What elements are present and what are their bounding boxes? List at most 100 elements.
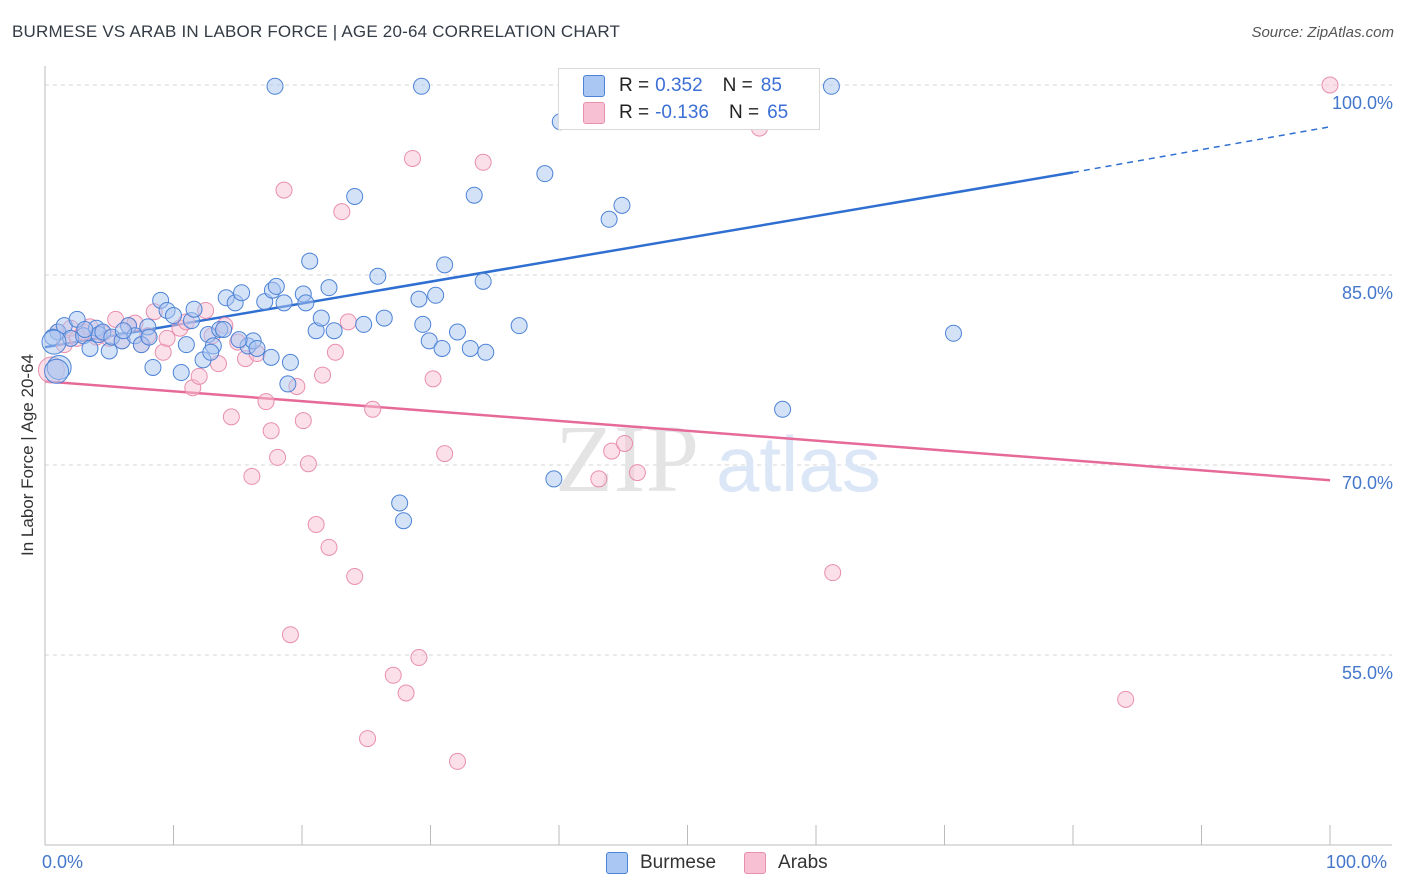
arab-point	[339, 313, 357, 331]
burmese-point	[375, 309, 393, 327]
arab-point	[333, 203, 351, 221]
burmese-point	[474, 272, 492, 290]
burmese-point	[427, 286, 445, 304]
arab-point	[275, 181, 293, 199]
legend-label-arabs: Arabs	[778, 852, 828, 873]
arab-point	[628, 464, 646, 482]
burmese-swatch	[583, 75, 605, 97]
arab-point	[359, 730, 377, 748]
burmese-point	[233, 284, 251, 302]
burmese-point	[297, 294, 315, 312]
legend-label-burmese: Burmese	[640, 852, 717, 873]
legend-item-arabs[interactable]: Arabs	[744, 852, 828, 874]
legend-r-value: 0.352	[655, 75, 703, 96]
burmese-point	[355, 315, 373, 333]
burmese-point	[477, 343, 495, 361]
burmese-point	[262, 348, 280, 366]
arab-point	[307, 516, 325, 534]
arab-swatch	[744, 852, 767, 874]
chart-title: BURMESE VS ARAB IN LABOR FORCE | AGE 20-…	[12, 22, 621, 41]
arab-point	[314, 366, 332, 384]
y-tick-label: 55.0%	[1342, 663, 1393, 683]
arab-point	[448, 752, 466, 770]
legend-n-label: N =	[722, 75, 753, 96]
arab-point	[404, 149, 422, 167]
arab-point	[384, 666, 402, 684]
burmese-point	[301, 252, 319, 270]
burmese-point	[144, 358, 162, 376]
legend-n-label: N =	[728, 102, 760, 123]
arab-point	[436, 445, 454, 463]
burmese-point	[267, 277, 285, 295]
burmese-point	[461, 339, 479, 357]
burmese-point	[76, 320, 94, 338]
burmese-point	[536, 165, 554, 183]
x-tick-label-max: 100.0%	[1326, 852, 1388, 872]
burmese-point	[346, 187, 364, 205]
legend-n-value: 85	[760, 75, 782, 96]
y-tick-label: 85.0%	[1342, 283, 1393, 303]
arab-point	[603, 442, 621, 460]
burmese-point	[275, 294, 293, 312]
arab-point	[243, 467, 261, 485]
burmese-point	[185, 300, 203, 318]
arab-swatch	[583, 102, 605, 124]
arab-point	[364, 400, 382, 418]
arab-point	[1117, 690, 1135, 708]
watermark: ZIP atlas	[555, 405, 881, 512]
arab-point	[410, 649, 428, 667]
burmese-point	[248, 339, 266, 357]
burmese-point	[436, 256, 454, 274]
burmese-point	[510, 317, 528, 335]
arab-point	[320, 538, 338, 556]
arab-point	[590, 470, 608, 488]
arab-point	[154, 343, 172, 361]
burmese-point	[600, 210, 618, 228]
burmese-point	[202, 343, 220, 361]
x-tick-label-min: 0.0%	[42, 852, 84, 872]
burmese-point	[413, 77, 431, 95]
burmese-point	[613, 196, 631, 214]
burmese-point	[81, 339, 99, 357]
arab-point	[346, 567, 364, 585]
legend-r-label: R =	[619, 75, 650, 96]
burmese-point	[545, 470, 563, 488]
burmese-point	[420, 332, 438, 350]
burmese-point	[465, 186, 483, 204]
arab-point	[190, 367, 208, 385]
burmese-point	[320, 279, 338, 297]
series-legend: Burmese Arabs	[606, 852, 856, 874]
arab-point	[262, 422, 280, 440]
burmese-point	[395, 512, 413, 530]
y-axis-title: In Labor Force | Age 20-64	[18, 354, 37, 556]
axes	[44, 66, 1392, 846]
legend-item-burmese[interactable]: Burmese	[606, 852, 716, 874]
burmese-point	[774, 400, 792, 418]
burmese-point	[41, 329, 67, 355]
burmese-point	[140, 328, 158, 346]
burmese-point	[312, 309, 330, 327]
watermark-atlas: atlas	[716, 420, 881, 508]
arab-point	[281, 626, 299, 644]
y-tick-label: 70.0%	[1342, 473, 1393, 493]
burmese-point	[414, 315, 432, 333]
arab-point	[1321, 76, 1339, 94]
legend-r-value: -0.136	[655, 102, 709, 123]
arab-point	[257, 393, 275, 411]
burmese-point	[177, 336, 195, 354]
arab-point	[824, 564, 842, 582]
grid	[45, 84, 1392, 656]
y-tick-labels: 55.0% 70.0% 85.0% 100.0%	[1332, 93, 1393, 683]
arab-point	[424, 370, 442, 388]
burmese-point	[410, 290, 428, 308]
burmese-point	[448, 323, 466, 341]
burmese-point	[44, 358, 70, 384]
burmese-point	[369, 267, 387, 285]
arab-point	[299, 455, 317, 473]
arab-point	[294, 412, 312, 430]
burmese-point	[266, 77, 284, 95]
burmese-point	[215, 320, 233, 338]
burmese-point	[433, 339, 451, 357]
burmese-point	[325, 322, 343, 340]
burmese-point	[822, 77, 840, 95]
